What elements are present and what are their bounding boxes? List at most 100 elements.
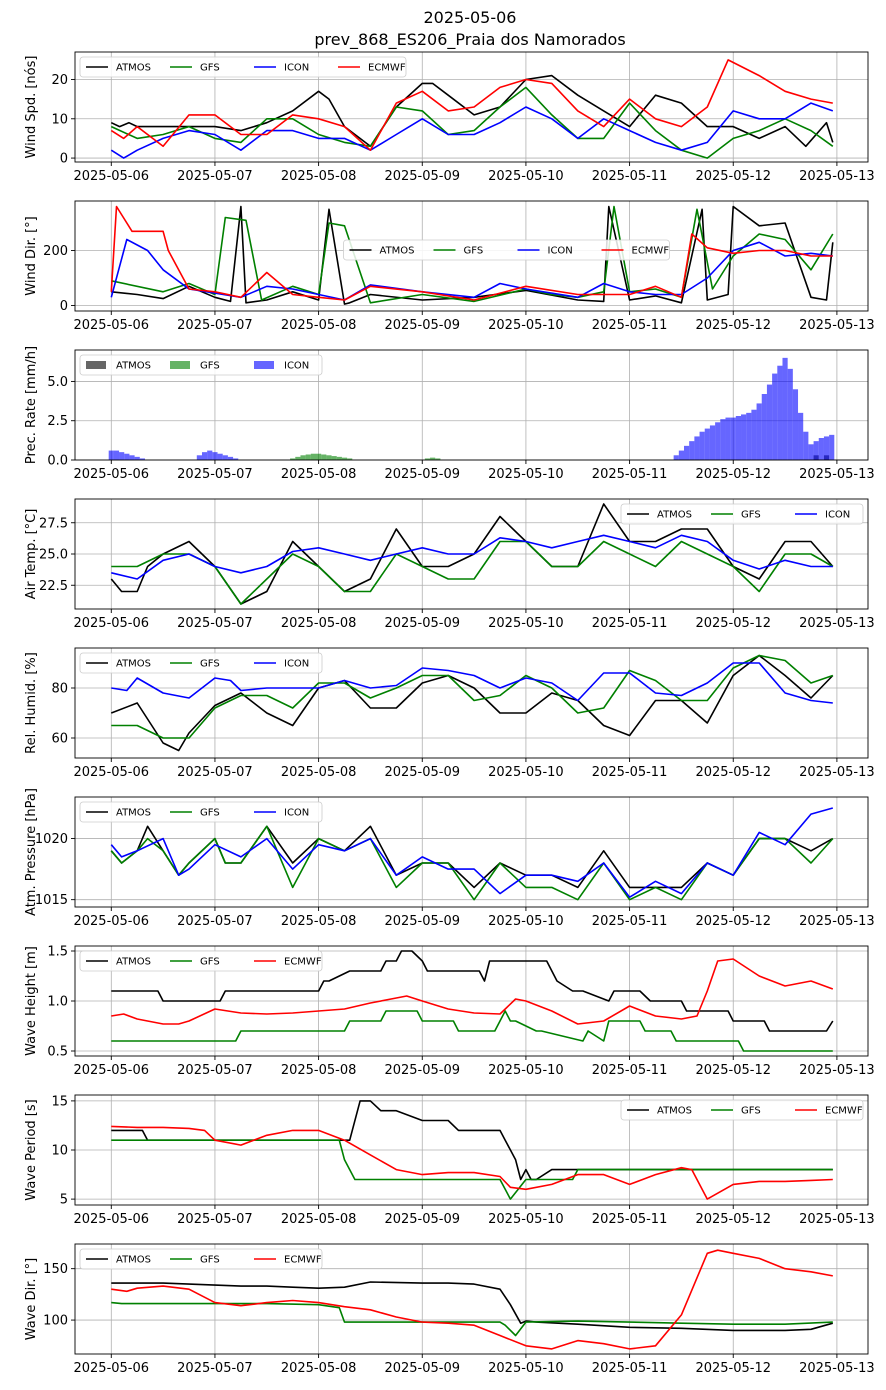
y-axis-label: Atm. Pressure [hPa] bbox=[24, 788, 39, 916]
plot-area bbox=[111, 950, 834, 1052]
bar-icon bbox=[751, 409, 757, 460]
axes-frame bbox=[74, 796, 869, 908]
y-axis-label: Wave Period [s] bbox=[24, 1099, 39, 1200]
x-tick-label: 2025-05-11 bbox=[592, 1361, 668, 1376]
plot-area bbox=[111, 1249, 834, 1350]
legend-swatch-gfs bbox=[170, 361, 190, 369]
y-tick-label: 15 bbox=[51, 1094, 68, 1109]
bar-icon bbox=[684, 445, 690, 460]
legend-label-atmos: ATMOS bbox=[380, 246, 415, 257]
axes-frame bbox=[74, 349, 869, 461]
bar-icon bbox=[792, 389, 799, 460]
bar-icon bbox=[829, 434, 835, 460]
x-tick-label: 2025-05-13 bbox=[799, 1063, 875, 1078]
x-tick-label: 2025-05-07 bbox=[177, 616, 253, 631]
x-tick-label: 2025-05-11 bbox=[592, 169, 668, 184]
x-tick-label: 2025-05-11 bbox=[592, 1212, 668, 1227]
bar-icon bbox=[196, 455, 202, 460]
panels: 2025-05-06 2025-05-07 2025-05-08 2025-05-09… bbox=[24, 51, 875, 1376]
x-tick-label: 2025-05-10 bbox=[488, 1361, 564, 1376]
legend-label-ecmwf: ECMWF bbox=[284, 957, 322, 968]
bar-icon bbox=[730, 417, 736, 460]
x-tick-label: 2025-05-09 bbox=[384, 1063, 460, 1078]
chart-title-date: 2025-05-06 bbox=[424, 8, 517, 27]
legend-label-gfs: GFS bbox=[200, 659, 220, 670]
legend-label-gfs: GFS bbox=[200, 957, 220, 968]
x-tick-label: 2025-05-07 bbox=[177, 1361, 253, 1376]
x-tick-label: 2025-05-11 bbox=[592, 914, 668, 929]
bar-icon bbox=[782, 357, 788, 460]
series-line-gfs bbox=[111, 540, 834, 605]
x-tick-label: 2025-05-12 bbox=[695, 467, 771, 482]
x-tick-label: 2025-05-12 bbox=[695, 616, 771, 631]
x-tick-label: 2025-05-06 bbox=[73, 914, 149, 929]
bar-icon bbox=[772, 373, 778, 460]
x-tick-label: 2025-05-10 bbox=[488, 1212, 564, 1227]
x-tick-label: 2025-05-12 bbox=[695, 169, 771, 184]
y-tick-label: 20 bbox=[51, 73, 68, 88]
bar-icon bbox=[704, 428, 710, 460]
x-tick-label: 2025-05-13 bbox=[799, 318, 875, 333]
bar-icon bbox=[139, 458, 145, 460]
bar-icon bbox=[673, 455, 679, 460]
legend-label-ecmwf: ECMWF bbox=[632, 246, 670, 257]
bar-gfs bbox=[316, 453, 322, 460]
y-tick-label: 200 bbox=[43, 244, 68, 259]
series-line-gfs bbox=[111, 1139, 833, 1200]
legend: ATMOS GFS ICON ECMWF bbox=[343, 239, 670, 261]
bar-icon bbox=[134, 456, 140, 460]
bar-gfs bbox=[300, 455, 306, 460]
x-tick-label: 2025-05-12 bbox=[695, 1212, 771, 1227]
x-tick-label: 2025-05-08 bbox=[281, 169, 357, 184]
legend-label-gfs: GFS bbox=[200, 808, 220, 819]
legend-box bbox=[79, 354, 323, 376]
panel-wind-spd-n-s: 2025-05-06 2025-05-07 2025-05-08 2025-05-09… bbox=[24, 51, 875, 184]
legend-label-icon: ICON bbox=[284, 659, 309, 670]
y-tick-label: 0 bbox=[60, 152, 68, 167]
x-tick-label: 2025-05-12 bbox=[695, 1361, 771, 1376]
y-axis-label: Rel. Humid. [%] bbox=[24, 652, 39, 754]
legend-box bbox=[79, 56, 407, 78]
x-tick-label: 2025-05-09 bbox=[384, 467, 460, 482]
legend-swatch-atmos bbox=[86, 361, 106, 369]
bar-gfs bbox=[430, 457, 436, 460]
bar-icon bbox=[129, 455, 135, 460]
x-tick-label: 2025-05-06 bbox=[73, 1063, 149, 1078]
bar-gfs bbox=[331, 456, 337, 460]
bar-icon bbox=[803, 431, 809, 460]
panel-atm-pressure-hpa: 2025-05-06 2025-05-07 2025-05-08 2025-05-09… bbox=[24, 788, 875, 929]
axes-frame bbox=[74, 1243, 869, 1355]
panel-air-temp-c: 2025-05-06 2025-05-07 2025-05-08 2025-05-09… bbox=[24, 498, 875, 631]
x-tick-label: 2025-05-09 bbox=[384, 914, 460, 929]
y-tick-label: 5 bbox=[60, 1193, 68, 1208]
series-line-ecmwf bbox=[111, 958, 834, 1025]
x-tick-label: 2025-05-07 bbox=[177, 1063, 253, 1078]
legend-label-gfs: GFS bbox=[200, 63, 220, 74]
series-line-gfs bbox=[111, 1010, 833, 1052]
bar-icon bbox=[124, 453, 130, 460]
legend-label-gfs: GFS bbox=[200, 1255, 220, 1266]
legend-box bbox=[79, 950, 323, 972]
panel-rel-humid: 2025-05-06 2025-05-07 2025-05-08 2025-05-09… bbox=[24, 647, 875, 780]
bar-icon bbox=[756, 403, 762, 460]
x-tick-label: 2025-05-13 bbox=[799, 1361, 875, 1376]
x-tick-label: 2025-05-08 bbox=[281, 467, 357, 482]
legend: ATMOS GFS ICON bbox=[79, 354, 323, 376]
x-tick-label: 2025-05-08 bbox=[281, 765, 357, 780]
x-tick-label: 2025-05-09 bbox=[384, 1212, 460, 1227]
y-tick-label: 100 bbox=[43, 1314, 68, 1329]
axes-frame bbox=[74, 647, 869, 759]
plot-area bbox=[111, 654, 834, 752]
series-line-icon bbox=[111, 534, 833, 580]
legend: ATMOS GFS ICON bbox=[79, 801, 323, 823]
bar-gfs bbox=[321, 454, 327, 460]
x-tick-label: 2025-05-11 bbox=[592, 467, 668, 482]
series-line-ecmwf bbox=[111, 1125, 833, 1200]
legend-label-ecmwf: ECMWF bbox=[825, 1106, 863, 1117]
legend: ATMOS GFS ICON bbox=[79, 652, 323, 674]
y-axis-label: Wave Height [m] bbox=[24, 946, 39, 1056]
bar-icon bbox=[108, 450, 114, 460]
x-tick-label: 2025-05-07 bbox=[177, 169, 253, 184]
bar-icon bbox=[709, 425, 716, 460]
